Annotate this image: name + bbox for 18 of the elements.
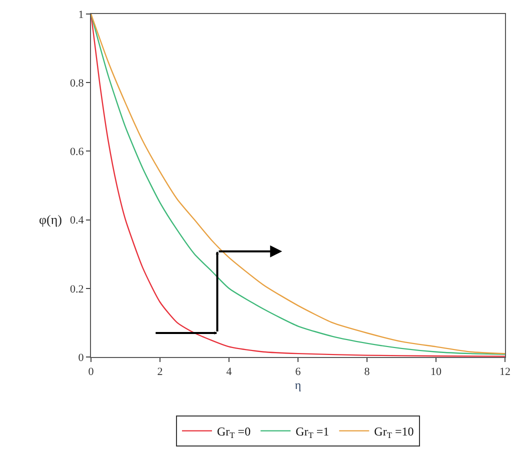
x-tick-label: 8 — [364, 366, 370, 378]
y-tick-label: 1 — [78, 8, 84, 21]
x-tick-label: 6 — [295, 366, 302, 378]
y-tick-label: 0.4 — [70, 214, 84, 227]
y-tick-label: 0.6 — [70, 146, 84, 158]
x-tick-label: 0 — [88, 366, 94, 378]
x-tick-label: 10 — [430, 366, 442, 378]
legend-label: Gr$_{T}$ =1 — [296, 424, 330, 440]
x-tick-label: 4 — [226, 366, 232, 378]
y-tick-label: 0.2 — [70, 283, 84, 296]
x-axis-title: η — [294, 378, 302, 392]
x-tick-label: 2 — [157, 366, 163, 378]
y-tick-label: 0 — [78, 352, 84, 364]
legend-label: Gr$_{T}$ =0 — [217, 424, 251, 440]
x-tick-label: 12 — [500, 366, 510, 378]
legend-label: Gr$_{T}$ =10 — [374, 424, 414, 440]
y-tick-label: 0.8 — [70, 77, 84, 90]
y-axis-title: φ(η) — [39, 212, 62, 227]
